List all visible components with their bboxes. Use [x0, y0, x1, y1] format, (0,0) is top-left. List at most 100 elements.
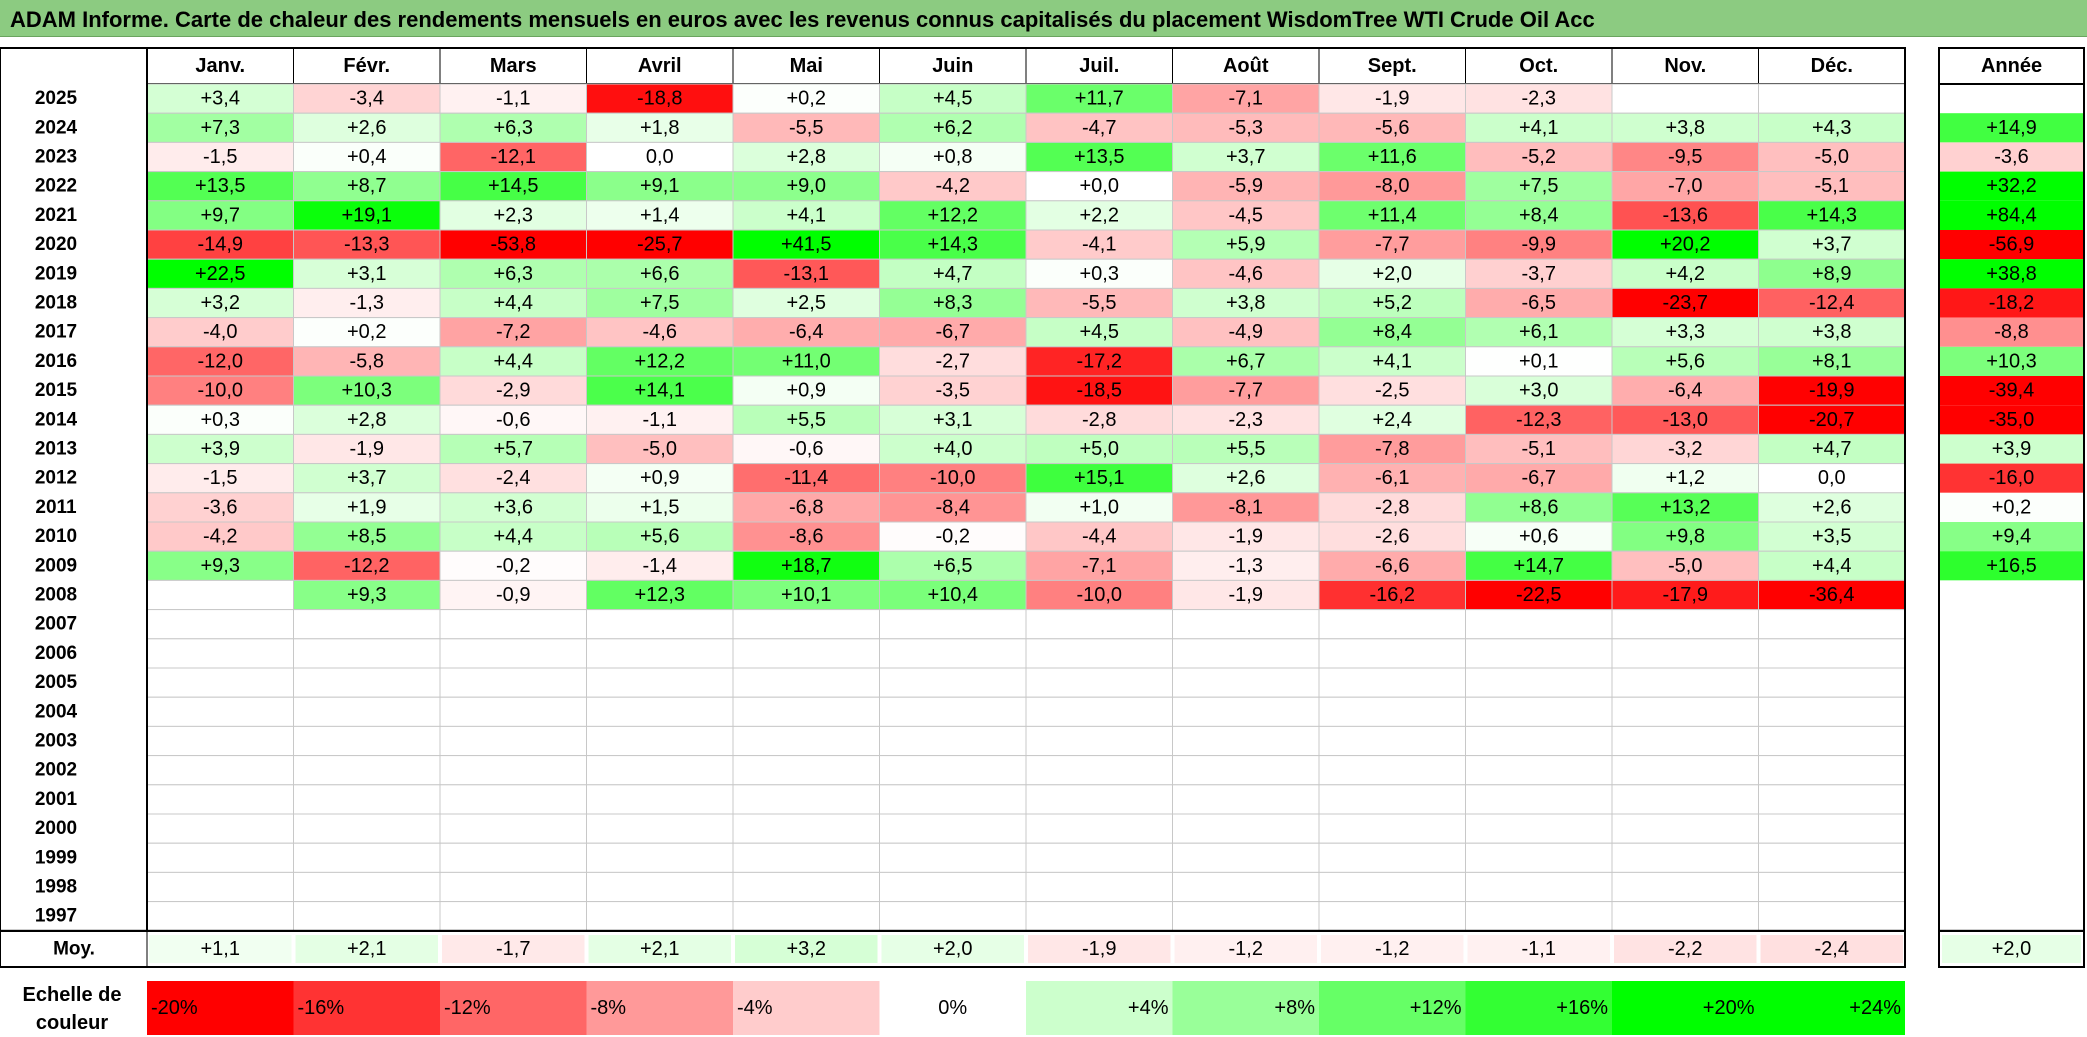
heat-cell — [439, 521, 587, 552]
heat-cell — [1758, 696, 1906, 727]
heat-cell — [732, 346, 880, 377]
year-label: 2002 — [35, 760, 77, 781]
cell-value: -2,9 — [496, 380, 530, 402]
annual-value: -56,9 — [1989, 234, 2035, 256]
heat-cell — [1318, 784, 1466, 815]
cell-value: +4,4 — [494, 292, 533, 314]
heat-cell — [732, 755, 880, 786]
average-cell — [588, 935, 731, 963]
average-cell — [1760, 935, 1903, 963]
cell-value: -9,5 — [1668, 146, 1702, 168]
heat-cell — [879, 871, 1027, 903]
heat-cell — [1025, 813, 1173, 844]
heat-cell — [1025, 609, 1173, 640]
annual-cell — [1939, 463, 2084, 493]
cell-value: -2,4 — [496, 467, 530, 489]
heat-cell — [439, 258, 587, 289]
heat-cell — [293, 609, 441, 640]
cell-value: -4,1 — [1082, 234, 1116, 256]
average-value: +2,1 — [640, 938, 679, 960]
heat-cell — [879, 901, 1027, 932]
cell-value: +15,1 — [1074, 467, 1125, 489]
year-label: 2001 — [35, 789, 78, 810]
cell-value: +2,8 — [347, 409, 386, 431]
heat-cell — [1611, 521, 1759, 552]
cell-value: -5,3 — [1229, 117, 1263, 139]
heat-cell — [732, 463, 880, 494]
heat-cell — [1611, 755, 1759, 786]
color-scale-label: couleur — [36, 1012, 108, 1034]
cell-value: -16,2 — [1369, 584, 1415, 606]
cell-value: +10,1 — [781, 584, 832, 606]
cell-value: -7,1 — [1082, 555, 1116, 577]
annual-value: -8,8 — [1994, 321, 2028, 343]
cell-value: +4,0 — [933, 438, 972, 460]
heat-cell — [586, 404, 734, 435]
heat-cell — [1758, 258, 1906, 289]
heat-cell — [732, 667, 880, 698]
heat-cell — [146, 375, 294, 406]
heat-cell — [586, 784, 734, 815]
cell-value: +3,0 — [1519, 380, 1558, 402]
average-value: -1,2 — [1375, 938, 1409, 960]
cell-value: -12,2 — [344, 555, 390, 577]
heat-cell — [1318, 609, 1466, 640]
month-header: Févr. — [343, 55, 390, 77]
cell-value: +1,5 — [640, 496, 679, 518]
annual-cell — [1939, 814, 2084, 844]
heat-cell — [293, 492, 441, 523]
cell-value: +4,1 — [1519, 117, 1558, 139]
heat-cell — [1172, 83, 1320, 114]
color-scale-value: -16% — [298, 997, 345, 1019]
cell-value: -20,7 — [1809, 409, 1855, 431]
cell-value: 0,0 — [1818, 467, 1846, 489]
heat-cell — [1758, 404, 1906, 435]
heat-cell — [1172, 258, 1320, 289]
heat-cell — [732, 375, 880, 406]
heat-cell — [1758, 433, 1906, 465]
color-scale-swatch — [1758, 981, 1905, 1035]
cell-value: -8,4 — [936, 496, 970, 518]
cell-value: -0,6 — [789, 438, 823, 460]
cell-value: +9,8 — [1666, 526, 1705, 548]
cell-value: +2,6 — [1812, 496, 1851, 518]
cell-value: -14,9 — [197, 234, 243, 256]
average-cell — [1614, 935, 1757, 963]
heat-cell — [879, 83, 1027, 114]
heat-cell — [879, 813, 1027, 844]
average-value: +2,1 — [347, 938, 386, 960]
heat-cell — [1758, 171, 1906, 202]
heat-cell — [1611, 638, 1759, 669]
year-label: 2014 — [35, 409, 78, 430]
heat-cell — [879, 638, 1027, 669]
heat-cell — [1465, 667, 1613, 698]
year-label: 2025 — [35, 88, 78, 109]
heat-cell — [586, 696, 734, 727]
cell-value: +3,3 — [1666, 321, 1705, 343]
annual-cell — [1939, 580, 2084, 610]
heat-cell — [439, 433, 587, 465]
average-cell — [881, 935, 1024, 963]
heat-cell — [293, 375, 441, 406]
cell-value: +0,3 — [1080, 263, 1119, 285]
heat-cell — [1611, 141, 1759, 173]
annual-header-box — [1938, 47, 2085, 85]
heat-cell — [879, 696, 1027, 727]
heat-cell — [146, 229, 294, 260]
annual-value: +38,8 — [1986, 263, 2037, 285]
cell-value: -8,0 — [1375, 175, 1409, 197]
heat-cell — [1025, 901, 1173, 932]
cell-value: +0,8 — [933, 146, 972, 168]
cell-value: -5,8 — [350, 350, 384, 372]
year-label: 1997 — [35, 906, 77, 927]
color-scale-label: Echelle de — [23, 984, 122, 1006]
cell-value: +8,3 — [933, 292, 972, 314]
heat-cell — [1758, 112, 1906, 143]
annual-cell — [1939, 288, 2084, 318]
heat-cell — [586, 638, 734, 669]
month-header: Avril — [638, 55, 682, 77]
heat-cell — [1025, 638, 1173, 669]
cell-value: -3,4 — [350, 88, 384, 110]
color-scale-swatch — [293, 981, 440, 1035]
heat-cell — [1025, 433, 1173, 465]
